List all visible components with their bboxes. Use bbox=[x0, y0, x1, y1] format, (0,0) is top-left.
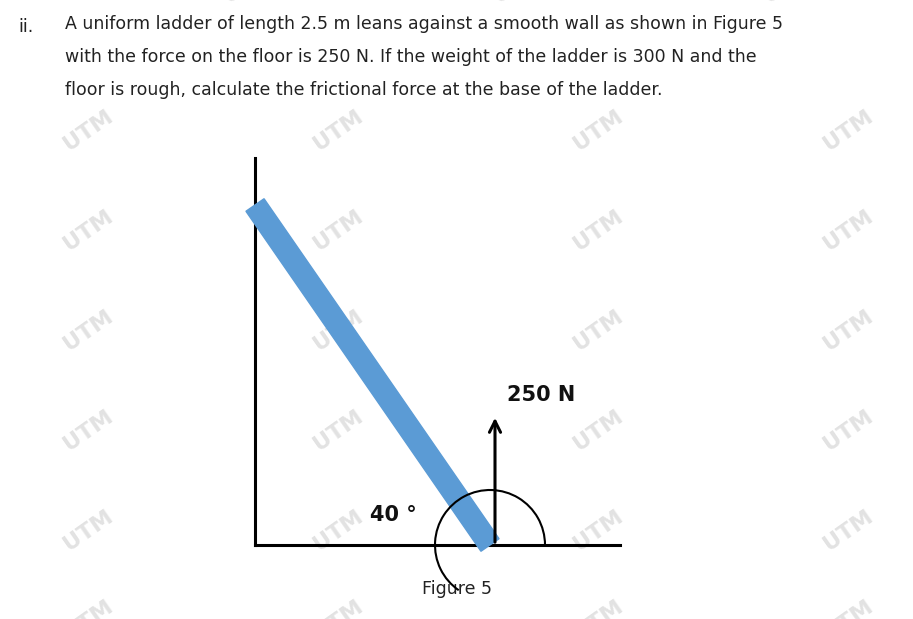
Text: UTM: UTM bbox=[60, 596, 117, 619]
Text: UTM: UTM bbox=[570, 206, 627, 254]
Text: UTM: UTM bbox=[570, 406, 627, 454]
Text: UTM: UTM bbox=[60, 206, 117, 254]
Text: UTM: UTM bbox=[310, 596, 367, 619]
Text: UTM: UTM bbox=[820, 506, 876, 554]
Text: UTM: UTM bbox=[820, 306, 876, 354]
Text: UTM: UTM bbox=[0, 0, 26, 9]
Text: UTM: UTM bbox=[60, 106, 117, 154]
Text: with the force on the floor is 250 N. If the weight of the ladder is 300 N and t: with the force on the floor is 250 N. If… bbox=[65, 48, 757, 66]
Text: UTM: UTM bbox=[570, 306, 627, 354]
Text: UTM: UTM bbox=[820, 106, 876, 154]
Text: Figure 5: Figure 5 bbox=[423, 580, 492, 598]
Text: ii.: ii. bbox=[18, 18, 33, 36]
Text: UTM: UTM bbox=[310, 506, 367, 554]
Text: 40 °: 40 ° bbox=[370, 505, 416, 525]
Text: UTM: UTM bbox=[310, 406, 367, 454]
Text: UTM: UTM bbox=[820, 206, 876, 254]
Text: 250 N: 250 N bbox=[507, 385, 575, 405]
Text: UTM: UTM bbox=[310, 306, 367, 354]
Text: UTM: UTM bbox=[310, 106, 367, 154]
Text: UTM: UTM bbox=[220, 0, 277, 6]
Text: UTM: UTM bbox=[60, 506, 117, 554]
Text: UTM: UTM bbox=[570, 506, 627, 554]
Text: UTM: UTM bbox=[310, 206, 367, 254]
Polygon shape bbox=[246, 199, 499, 552]
Text: UTM: UTM bbox=[60, 406, 117, 454]
Text: UTM: UTM bbox=[60, 306, 117, 354]
Text: UTM: UTM bbox=[760, 0, 817, 6]
Text: UTM: UTM bbox=[570, 596, 627, 619]
Text: UTM: UTM bbox=[490, 0, 547, 6]
Text: floor is rough, calculate the frictional force at the base of the ladder.: floor is rough, calculate the frictional… bbox=[65, 81, 663, 99]
Text: UTM: UTM bbox=[820, 596, 876, 619]
Text: A uniform ladder of length 2.5 m leans against a smooth wall as shown in Figure : A uniform ladder of length 2.5 m leans a… bbox=[65, 15, 783, 33]
Text: UTM: UTM bbox=[570, 106, 627, 154]
Text: UTM: UTM bbox=[820, 406, 876, 454]
